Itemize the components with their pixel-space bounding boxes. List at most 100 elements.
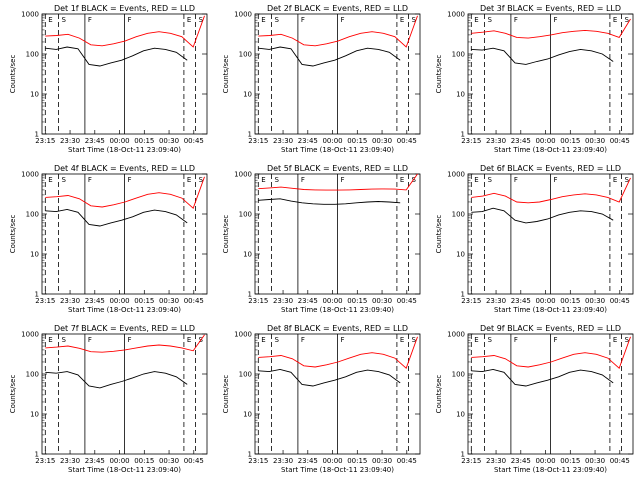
panel-3-marker-label: E	[474, 16, 478, 24]
panel-2-y-tick-label: 1000	[234, 11, 252, 19]
panel-9-y-tick-label: 1000	[447, 331, 465, 339]
panel-1-x-tick-label: 23:30	[60, 137, 80, 145]
panel-7-x-tick-label: 00:45	[184, 457, 204, 465]
panel-1-marker-label: S	[198, 16, 203, 24]
panel-6-x-tick-label: 00:15	[560, 297, 580, 305]
panel-8-series-events-line	[258, 368, 401, 387]
panel-5-x-tick-label: 23:45	[298, 297, 318, 305]
panel-8-x-tick-label: 00:30	[372, 457, 392, 465]
panel-2-x-tick-label: 23:15	[248, 137, 268, 145]
panel-8-x-tick-label: 00:15	[347, 457, 367, 465]
panel-2-x-tick-label: 00:45	[397, 137, 417, 145]
panel-3-y-tick-label: 10	[456, 91, 465, 99]
panel-9-x-tick-label: 00:15	[560, 457, 580, 465]
panel-6-y-tick-label: 1	[461, 291, 465, 299]
panel-7-x-tick-label: 23:15	[35, 457, 55, 465]
panel-4-marker-label: F	[88, 176, 92, 184]
panel-9-y-tick-label: 1	[461, 451, 465, 459]
panel-4-y-axis-label: Counts/sec	[9, 215, 17, 254]
panel-4-x-tick-label: 00:00	[109, 297, 129, 305]
panel-1-marker-label: E	[187, 16, 191, 24]
panel-6-x-tick-label: 23:45	[511, 297, 531, 305]
panel-2-x-axis-label: Start Time (18-Oct-11 23:09:40)	[281, 146, 394, 154]
panel-5-x-tick-label: 00:00	[322, 297, 342, 305]
panel-8-y-axis-label: Counts/sec	[222, 375, 230, 414]
panel-7-y-tick-label: 10	[30, 411, 39, 419]
panel-8-marker-label: E	[400, 336, 404, 344]
panel-6-series-events-line	[471, 207, 614, 224]
panel-7-marker-label: F	[128, 336, 132, 344]
panel-6-y-tick-label: 100	[452, 211, 465, 219]
panel-5-x-tick-label: 00:30	[372, 297, 392, 305]
panel-4-x-tick-label: 00:30	[159, 297, 179, 305]
panel-6-x-tick-label: 23:15	[461, 297, 481, 305]
panel-4-x-tick-label: 23:45	[85, 297, 105, 305]
panel-7-series-lld-line	[45, 334, 205, 353]
panel-6-x-axis-label: Start Time (18-Oct-11 23:09:40)	[494, 306, 607, 314]
panel-3-x-tick-label: 00:45	[610, 137, 630, 145]
panel-1-x-tick-label: 00:00	[109, 137, 129, 145]
panel-1-x-tick-label: 00:45	[184, 137, 204, 145]
panel-3-series-lld-line	[471, 18, 631, 39]
panel-7-marker-label: E	[48, 336, 52, 344]
panel-2-y-tick-label: 100	[239, 51, 252, 59]
panel-9-x-tick-label: 00:45	[610, 457, 630, 465]
panel-2-marker-label: E	[261, 16, 265, 24]
panel-9-y-tick-label: 100	[452, 371, 465, 379]
panel-1-series-events-line	[45, 46, 188, 67]
panel-6-marker-label: F	[554, 176, 558, 184]
panel-7-y-axis-label: Counts/sec	[9, 375, 17, 414]
panel-8-y-tick-label: 10	[243, 411, 252, 419]
panel-4-x-tick-label: 23:30	[60, 297, 80, 305]
panel-2-series-lld-line	[258, 15, 418, 48]
panel-3-x-tick-label: 23:30	[486, 137, 506, 145]
panel-4-y-tick-label: 10	[30, 251, 39, 259]
panel-3-x-tick-label: 23:15	[461, 137, 481, 145]
panel-8-y-tick-label: 100	[239, 371, 252, 379]
panel-5-marker-label: S	[275, 176, 280, 184]
panel-5-x-tick-label: 00:15	[347, 297, 367, 305]
panel-5-x-tick-label: 23:30	[273, 297, 293, 305]
panel-2-y-tick-label: 1	[248, 131, 252, 139]
panel-9-x-tick-label: 23:15	[461, 457, 481, 465]
panel-1-x-tick-label: 00:30	[159, 137, 179, 145]
panel-2-x-tick-label: 00:30	[372, 137, 392, 145]
panel-4-y-tick-label: 1000	[21, 171, 39, 179]
panel-5-y-tick-label: 100	[239, 211, 252, 219]
panel-2-marker-label: S	[275, 16, 280, 24]
panel-2-marker-label: S	[411, 16, 416, 24]
panel-2-marker-label: E	[400, 16, 404, 24]
panel-1-y-axis-label: Counts/sec	[9, 55, 17, 94]
panel-3-marker-label: F	[554, 16, 558, 24]
panel-7-y-tick-label: 100	[26, 371, 39, 379]
panel-9-marker-label: E	[474, 336, 478, 344]
panel-3-marker-label: E	[613, 16, 617, 24]
panel-2-title: Det 2f BLACK = Events, RED = LLD	[267, 4, 408, 13]
panel-1-marker-label: F	[88, 16, 92, 24]
panel-2-y-tick-label: 10	[243, 91, 252, 99]
panel-1-y-tick-label: 100	[26, 51, 39, 59]
panel-2-x-tick-label: 00:15	[347, 137, 367, 145]
panel-7-x-tick-label: 00:30	[159, 457, 179, 465]
panel-3-x-tick-label: 00:00	[535, 137, 555, 145]
panel-6-y-tick-label: 10	[456, 251, 465, 259]
panel-9-marker-label: S	[624, 336, 629, 344]
panel-8-marker-label: S	[411, 336, 416, 344]
panel-6-marker-label: S	[488, 176, 493, 184]
panel-5-title: Det 5f BLACK = Events, RED = LLD	[267, 164, 408, 173]
panel-1-marker-label: E	[48, 16, 52, 24]
panel-2-x-tick-label: 00:00	[322, 137, 342, 145]
panel-3-x-tick-label: 00:15	[560, 137, 580, 145]
panel-9-marker-label: S	[488, 336, 493, 344]
panel-2-x-tick-label: 23:45	[298, 137, 318, 145]
panel-8-title: Det 8f BLACK = Events, RED = LLD	[267, 324, 408, 333]
panel-8-marker-label: F	[341, 336, 345, 344]
panel-5-series-events-line	[258, 198, 401, 205]
panel-3-x-tick-label: 23:45	[511, 137, 531, 145]
panel-4-x-tick-label: 00:15	[134, 297, 154, 305]
panel-9-y-axis-label: Counts/sec	[435, 375, 443, 414]
panel-6-marker-label: F	[514, 176, 518, 184]
panel-5-x-axis-label: Start Time (18-Oct-11 23:09:40)	[281, 306, 394, 314]
